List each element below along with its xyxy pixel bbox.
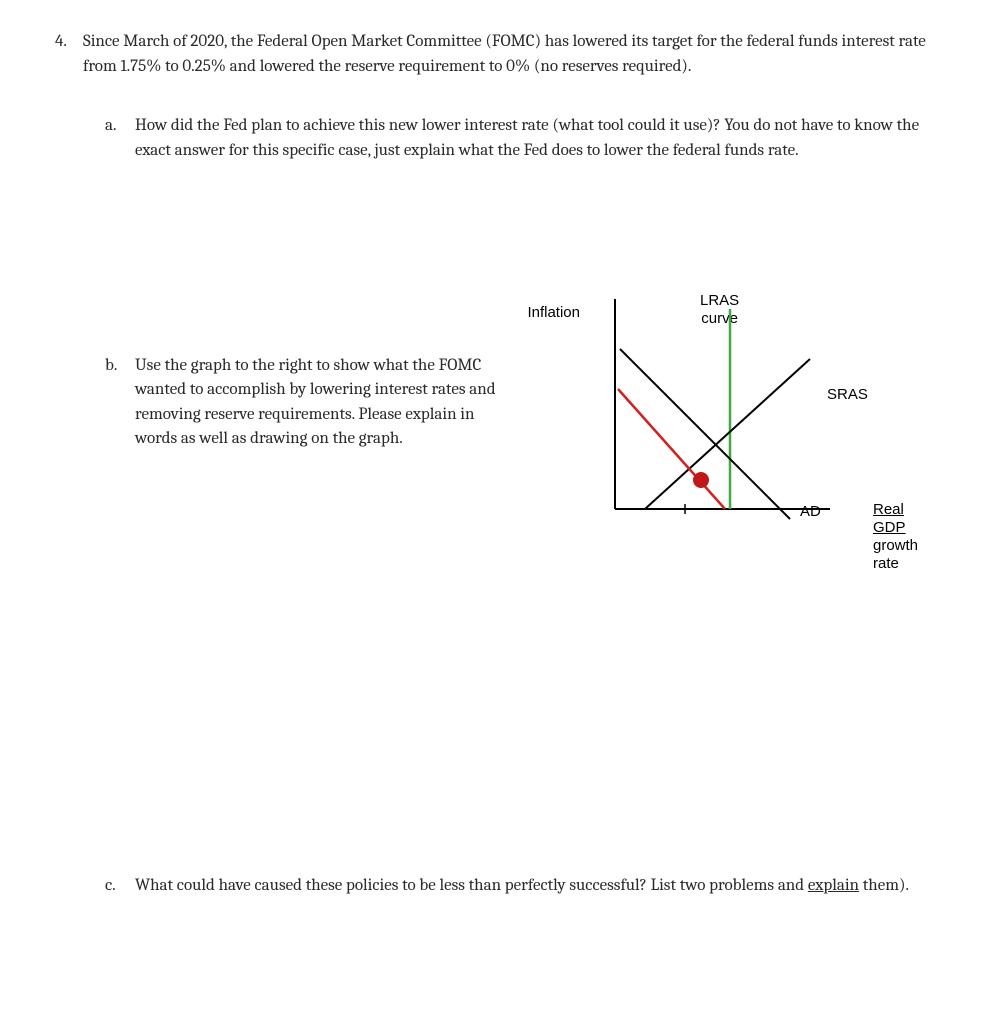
part-c-text: What could have caused these policies to… [135, 874, 935, 899]
y-axis-label: Inflation [520, 302, 580, 324]
part-a: a. How did the Fed plan to achieve this … [105, 114, 935, 163]
chart-container: Inflation LRAS curve SRAS AD Real GDP gr… [525, 294, 935, 584]
part-c-letter: c. [105, 874, 135, 899]
question-main: 4. Since March of 2020, the Federal Open… [55, 30, 935, 79]
part-a-letter: a. [105, 114, 135, 163]
part-b-letter: b. [105, 354, 135, 453]
part-c: c. What could have caused these policies… [105, 874, 935, 899]
part-a-text: How did the Fed plan to achieve this new… [135, 114, 935, 163]
question-text: Since March of 2020, the Federal Open Ma… [83, 30, 935, 79]
question-number: 4. [55, 30, 83, 79]
part-b-text: Use the graph to the right to show what … [135, 354, 525, 453]
part-b-row: b. Use the graph to the right to show wh… [105, 294, 935, 584]
chart-svg [585, 294, 915, 544]
